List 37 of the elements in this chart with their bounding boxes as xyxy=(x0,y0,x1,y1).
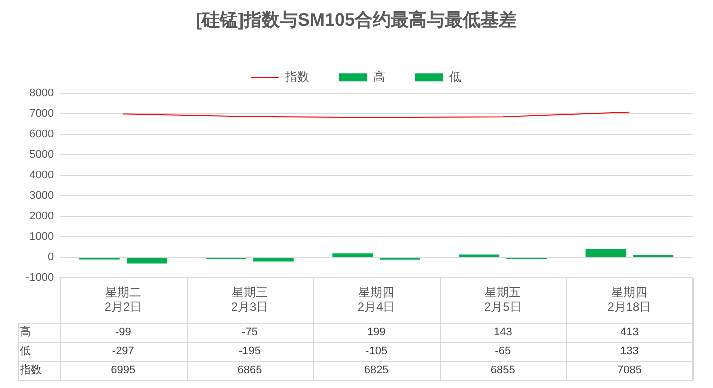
data-label: -99 xyxy=(115,326,132,339)
data-label: -297 xyxy=(112,346,134,358)
y-tick-label: 4000 xyxy=(30,170,54,182)
data-label: 7085 xyxy=(617,364,642,377)
data-label: 199 xyxy=(367,326,386,339)
x-tick-label: 星期五 2月5日 xyxy=(484,286,522,314)
legend-label: 低 xyxy=(450,70,462,84)
y-tick-label: 0 xyxy=(48,252,54,264)
y-tick-label: -1000 xyxy=(26,272,54,284)
data-label: 413 xyxy=(620,326,639,339)
legend-label: 指数 xyxy=(284,70,310,84)
x-tick-label: 星期四 2月18日 xyxy=(608,286,652,314)
text: 高 xyxy=(20,326,31,339)
y-tick-label: 1000 xyxy=(30,231,54,244)
chart-title: [硅锰]指数与SM105合约最高与最低基差 xyxy=(196,10,518,30)
x-tick-label: 星期二 2月2日 xyxy=(104,286,142,314)
y-tick-label: 3000 xyxy=(30,190,54,202)
data-label: 6865 xyxy=(238,364,262,377)
data-label: -105 xyxy=(366,346,388,358)
data-label: 143 xyxy=(494,326,512,339)
data-label: 6995 xyxy=(111,364,136,377)
legend-label: 高 xyxy=(374,70,386,84)
text: 低 xyxy=(20,346,31,358)
data-label: 133 xyxy=(620,346,639,358)
y-tick-label: 6000 xyxy=(30,128,54,141)
data-label: 6825 xyxy=(364,364,389,377)
data-label: -65 xyxy=(495,346,512,358)
data-label: -195 xyxy=(238,346,262,358)
data-label: -75 xyxy=(242,326,258,339)
y-tick-label: 7000 xyxy=(30,108,54,120)
x-tick-label: 星期三 2月3日 xyxy=(231,286,269,314)
text: 指数 xyxy=(20,364,42,377)
y-tick-label: 8000 xyxy=(30,88,54,100)
y-tick-label: 2000 xyxy=(30,210,54,223)
y-tick-label: 5000 xyxy=(30,149,54,162)
data-label: 6855 xyxy=(490,364,516,377)
x-tick-label: 星期四 2月4日 xyxy=(358,286,396,314)
